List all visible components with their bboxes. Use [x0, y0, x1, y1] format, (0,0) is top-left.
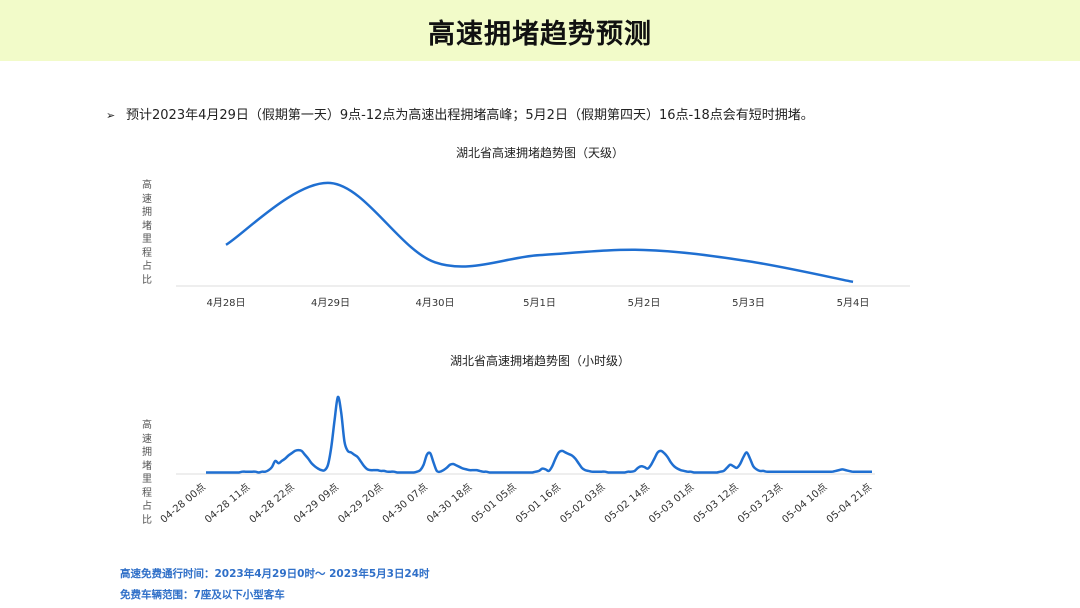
daily-tick-label: 4月28日	[206, 297, 245, 309]
hourly-tick-label: 05-03 01点	[647, 481, 697, 526]
daily-tick-label: 4月30日	[415, 297, 454, 309]
hourly-tick-label: 05-04 21点	[824, 481, 874, 526]
hourly-tick-label: 05-02 14点	[602, 481, 652, 526]
hourly-tick-label: 05-03 12点	[691, 481, 741, 526]
hourly-tick-label: 04-28 11点	[203, 481, 253, 526]
summary-text: 预计2023年4月29日（假期第一天）9点-12点为高速出程拥堵高峰；5月2日（…	[126, 108, 814, 123]
daily-tick-label: 5月3日	[732, 297, 765, 309]
summary-bullet: ➢ 预计2023年4月29日（假期第一天）9点-12点为高速出程拥堵高峰；5月2日…	[106, 104, 814, 123]
hourly-tick-label: 04-28 00点	[158, 481, 208, 526]
hourly-series-line	[206, 395, 872, 474]
daily-tick-label: 5月2日	[628, 297, 661, 309]
arrow-bullet-icon: ➢	[106, 109, 116, 122]
daily-tick-label: 5月4日	[837, 297, 870, 309]
free-vehicle-scope-note: 免费车辆范围：7座及以下小型客车	[120, 589, 285, 601]
header-banner	[0, 0, 1080, 61]
page-title: 高速拥堵趋势预测	[428, 19, 652, 50]
hourly-tick-label: 04-29 20点	[336, 481, 386, 526]
hourly-tick-label: 04-30 18点	[425, 481, 475, 526]
hourly-tick-label: 05-01 16点	[513, 481, 563, 526]
hourly-tick-label: 04-30 07点	[380, 481, 430, 526]
daily-tick-label: 5月1日	[523, 297, 556, 309]
hourly-tick-label: 05-04 10点	[780, 481, 830, 526]
hourly-tick-label: 04-29 09点	[291, 481, 341, 526]
hourly-tick-label: 04-28 22点	[247, 481, 297, 526]
hourly-chart-title: 湖北省高速拥堵趋势图（小时级）	[449, 354, 630, 368]
daily-chart-title: 湖北省高速拥堵趋势图（天级）	[455, 146, 624, 160]
hourly-chart-ylabel: 高速拥堵里程占比	[142, 420, 152, 526]
hourly-tick-label: 05-01 05点	[469, 481, 519, 526]
hourly-tick-label: 05-02 03点	[558, 481, 608, 526]
daily-chart-ylabel: 高速拥堵里程占比	[142, 180, 152, 286]
daily-series-line	[225, 181, 854, 284]
free-toll-period-note: 高速免费通行时间：2023年4月29日0时～ 2023年5月3日24时	[120, 568, 430, 580]
hourly-tick-label: 05-03 23点	[735, 481, 785, 526]
daily-tick-label: 4月29日	[311, 297, 350, 309]
